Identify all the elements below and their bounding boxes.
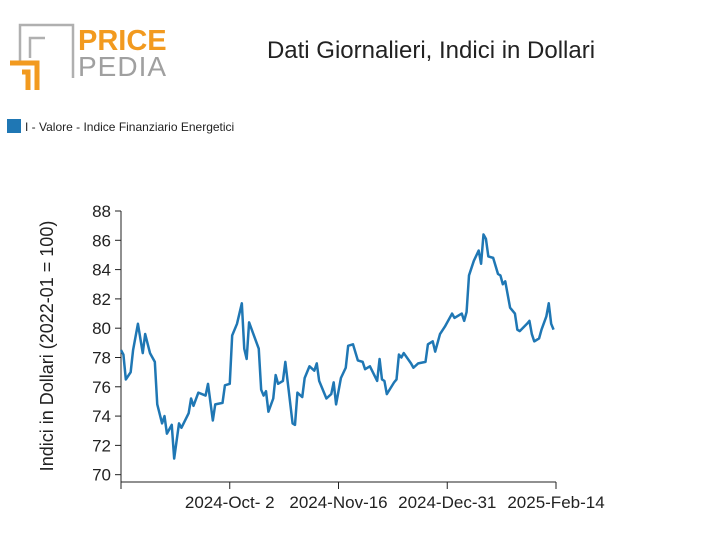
y-tick-label: 86	[92, 231, 111, 250]
line-series	[119, 233, 555, 460]
y-tick-label: 78	[92, 348, 111, 367]
chart-title: Dati Giornalieri, Indici in Dollari	[267, 37, 595, 64]
x-tick-label: 2025-Feb-14	[507, 493, 604, 512]
y-tick-label: 84	[92, 261, 111, 280]
y-tick-label: 76	[92, 378, 111, 397]
y-tick-label: 74	[92, 407, 111, 426]
legend-label: I - Valore - Indice Finanziario Energeti…	[25, 120, 234, 134]
y-axis-label: Indici in Dollari (2022-01 = 100)	[37, 221, 57, 472]
y-tick-label: 82	[92, 290, 111, 309]
logo-icon	[10, 23, 75, 90]
logo-text: PRICE	[78, 25, 167, 57]
y-tick-label: 70	[92, 466, 111, 485]
x-tick-label: 2024-Dec-31	[398, 493, 496, 512]
x-tick-label: 2024-Nov-16	[289, 493, 387, 512]
y-tick-label: 80	[92, 319, 111, 338]
y-tick-label: 88	[92, 202, 111, 221]
x-tick-label: 2024-Oct- 2	[185, 493, 275, 512]
y-tick-label: 72	[92, 436, 111, 455]
legend-swatch	[7, 119, 21, 133]
logo-text: PEDIA	[78, 51, 167, 82]
